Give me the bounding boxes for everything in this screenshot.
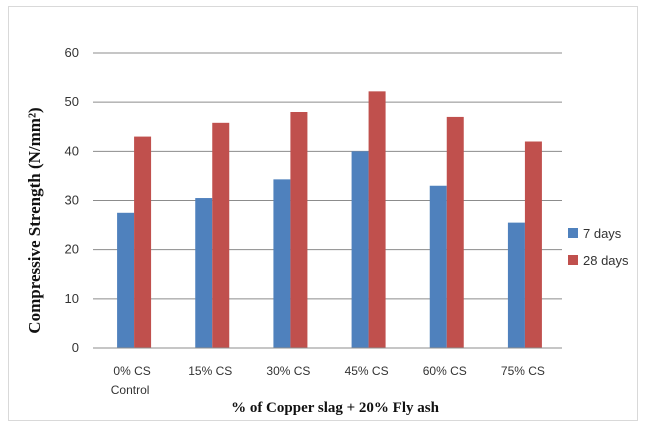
bar-28-days-60-cs — [446, 116, 464, 349]
legend-label-28-days: 28 days — [583, 253, 629, 268]
bar-7-days-45-cs — [351, 151, 369, 348]
x-tick-labels: 0% CS Control 15% CS 30% CS 45% CS 60% CS 75% … — [111, 364, 545, 397]
legend-swatch-28-days — [568, 255, 578, 265]
x-tick-label: 15% CS — [188, 364, 232, 378]
bars — [117, 91, 542, 349]
bar-28-days-15-cs — [212, 122, 230, 348]
bar-28-days-30-cs — [290, 112, 308, 348]
bar-7-days-0-cs — [117, 212, 135, 348]
legend: 7 days 28 days — [568, 226, 629, 268]
y-tick-labels: 0 10 20 30 40 50 60 — [65, 45, 79, 355]
x-tick-label: 75% CS — [501, 364, 545, 378]
y-tick-label: 10 — [65, 291, 79, 306]
y-tick-label: 60 — [65, 45, 79, 60]
bar-7-days-30-cs — [273, 179, 291, 348]
bar-28-days-45-cs — [368, 91, 386, 348]
x-tick-label: 60% CS — [423, 364, 467, 378]
x-tick-label: 0% CS — [113, 364, 150, 378]
y-tick-label: 30 — [65, 193, 79, 208]
y-tick-label: 20 — [65, 242, 79, 257]
x-tick-label: 30% CS — [266, 364, 310, 378]
legend-label-7-days: 7 days — [583, 226, 622, 241]
legend-swatch-7-days — [568, 228, 578, 238]
y-tick-label: 40 — [65, 143, 79, 158]
y-axis-title: Compressive Strength (N/mm²) — [25, 107, 44, 333]
bar-7-days-60-cs — [429, 185, 447, 348]
y-tick-label: 0 — [72, 340, 79, 355]
grid-lines — [93, 52, 562, 300]
x-tick-sublabel: Control — [111, 383, 150, 397]
y-tick-label: 50 — [65, 94, 79, 109]
x-tick-label: 45% CS — [345, 364, 389, 378]
bar-7-days-75-cs — [507, 222, 525, 348]
bar-28-days-0-cs — [134, 136, 152, 348]
bar-28-days-75-cs — [524, 141, 542, 348]
bar-7-days-15-cs — [195, 198, 213, 348]
x-axis-title: % of Copper slag + 20% Fly ash — [231, 400, 440, 416]
